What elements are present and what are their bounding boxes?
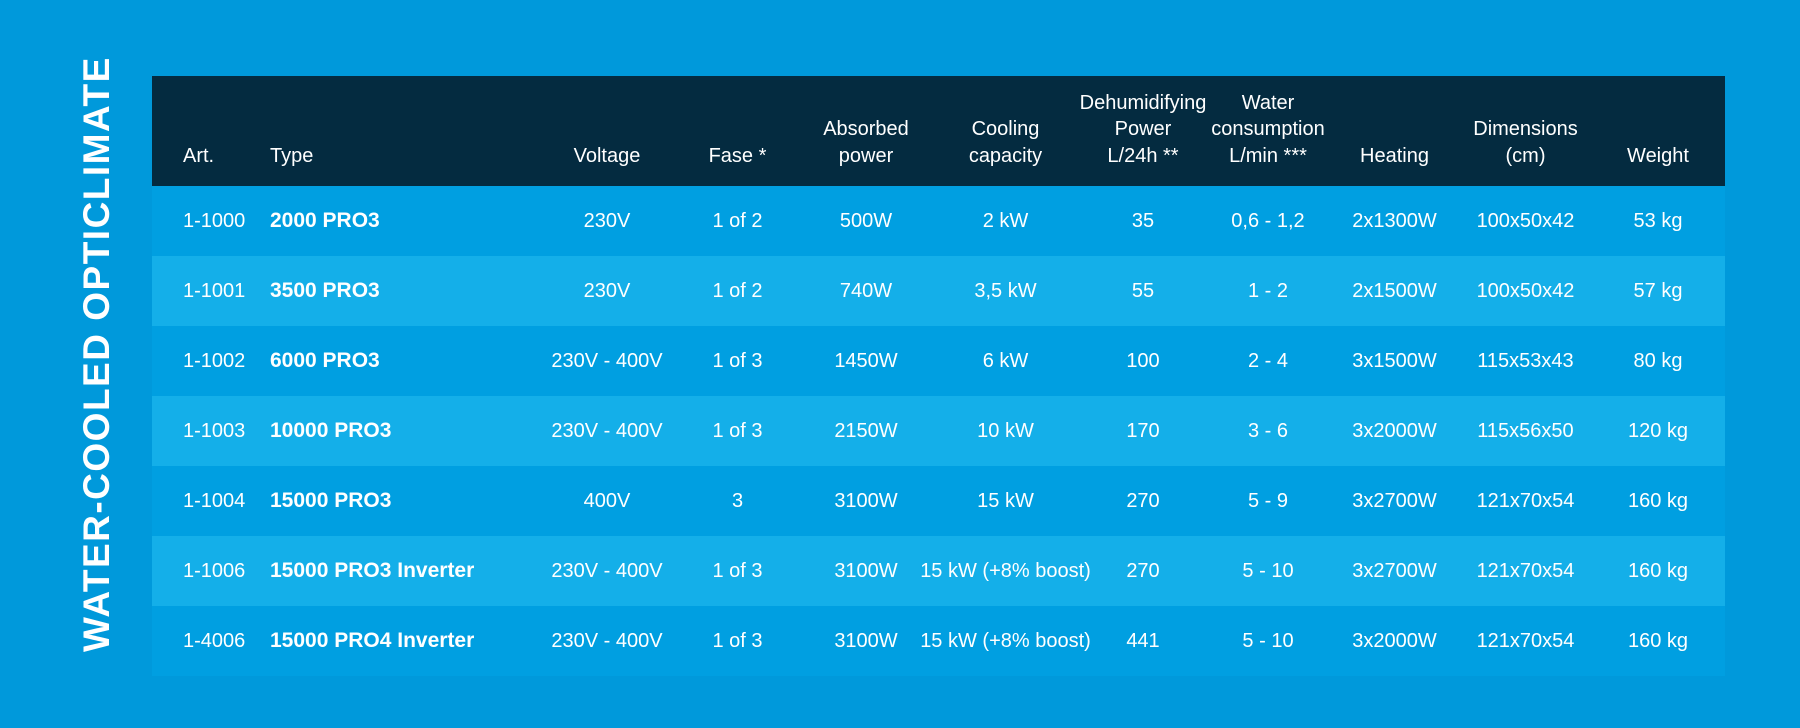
table-row: 1-1000 2000 PRO3 230V 1 of 2 500W 2 kW 3…: [152, 186, 1725, 256]
cell-weight: 160 kg: [1627, 489, 1689, 512]
cell-dehumidifying-power: 270: [1126, 559, 1160, 582]
cell-dimensions: 121x70x54: [1476, 629, 1575, 652]
cell-heating: 2x1300W: [1352, 209, 1437, 232]
cell-cooling-capacity: 6 kW: [982, 349, 1029, 372]
cell-weight: 80 kg: [1633, 349, 1683, 372]
cell-heating: 3x2000W: [1352, 629, 1437, 652]
cell-fase: 1 of 3: [712, 419, 763, 442]
cell-dehumidifying-power: 441: [1126, 629, 1160, 652]
cell-weight: 53 kg: [1633, 209, 1683, 232]
cell-type: 15000 PRO3: [270, 489, 392, 512]
column-header-voltage: Voltage: [573, 144, 641, 167]
cell-weight: 57 kg: [1633, 279, 1683, 302]
cell-heating: 3x2000W: [1352, 419, 1437, 442]
cell-fase: 1 of 3: [712, 349, 763, 372]
cell-heating: 3x1500W: [1352, 349, 1437, 372]
cell-cooling-capacity: 15 kW (+8% boost): [920, 629, 1091, 652]
table-row: 1-1006 15000 PRO3 Inverter 230V - 400V 1…: [152, 536, 1725, 606]
cell-water-consumption: 5 - 10: [1242, 559, 1294, 582]
cell-dimensions: 100x50x42: [1476, 209, 1575, 232]
cell-fase: 1 of 2: [712, 279, 763, 302]
cell-water-consumption: 0,6 - 1,2: [1231, 209, 1305, 232]
cell-art: 1-1000: [183, 209, 246, 232]
cell-voltage: 230V - 400V: [551, 629, 663, 652]
column-header-heating: Heating: [1360, 144, 1429, 167]
cell-type: 10000 PRO3: [270, 419, 392, 442]
cell-dehumidifying-power: 170: [1126, 419, 1160, 442]
cell-dimensions: 115x56x50: [1477, 419, 1574, 442]
column-header-dimensions: Dimensions (cm): [1473, 118, 1578, 167]
cell-absorbed-power: 3100W: [834, 559, 898, 582]
table-row: 1-1003 10000 PRO3 230V - 400V 1 of 3 215…: [152, 396, 1725, 466]
cell-absorbed-power: 2150W: [834, 419, 898, 442]
cell-dehumidifying-power: 35: [1131, 209, 1155, 232]
cell-voltage: 230V - 400V: [551, 559, 663, 582]
cell-dimensions: 100x50x42: [1476, 279, 1575, 302]
cell-water-consumption: 3 - 6: [1247, 419, 1289, 442]
cell-absorbed-power: 3100W: [834, 629, 898, 652]
cell-art: 1-1001: [183, 279, 246, 302]
cell-type: 15000 PRO4 Inverter: [270, 629, 475, 652]
cell-voltage: 230V: [583, 279, 631, 302]
cell-art: 1-4006: [183, 629, 246, 652]
table-row: 1-1004 15000 PRO3 400V 3 3100W 15 kW 270…: [152, 466, 1725, 536]
page-title: WATER-COOLED OPTICLIMATE: [76, 56, 117, 652]
column-header-water-consumption: Water consumption L/min ***: [1211, 91, 1325, 167]
cell-dimensions: 115x53x43: [1477, 349, 1574, 372]
table-header-row: Art. Type Voltage Fase * Absorbed power …: [152, 76, 1725, 186]
cell-fase: 1 of 3: [712, 559, 763, 582]
cell-cooling-capacity: 15 kW (+8% boost): [920, 559, 1091, 582]
cell-voltage: 400V: [583, 489, 631, 512]
cell-water-consumption: 5 - 10: [1242, 629, 1294, 652]
cell-type: 2000 PRO3: [270, 209, 380, 232]
cell-water-consumption: 1 - 2: [1247, 279, 1289, 302]
cell-type: 6000 PRO3: [270, 349, 380, 372]
cell-water-consumption: 5 - 9: [1247, 489, 1289, 512]
cell-art: 1-1004: [183, 489, 246, 512]
cell-fase: 1 of 2: [712, 209, 763, 232]
column-header-weight: Weight: [1627, 144, 1689, 167]
cell-dehumidifying-power: 270: [1126, 489, 1160, 512]
cell-dimensions: 121x70x54: [1476, 559, 1575, 582]
cell-absorbed-power: 740W: [839, 279, 893, 302]
table-row: 1-1002 6000 PRO3 230V - 400V 1 of 3 1450…: [152, 326, 1725, 396]
column-header-cooling-capacity: Cooling capacity: [968, 118, 1043, 167]
cell-type: 3500 PRO3: [270, 279, 380, 302]
cell-dimensions: 121x70x54: [1476, 489, 1575, 512]
cell-fase: 1 of 3: [712, 629, 763, 652]
cell-heating: 3x2700W: [1352, 559, 1437, 582]
cell-cooling-capacity: 2 kW: [982, 209, 1029, 232]
table-row: 1-1001 3500 PRO3 230V 1 of 2 740W 3,5 kW…: [152, 256, 1725, 326]
column-header-type: Type: [270, 144, 314, 167]
cell-absorbed-power: 3100W: [834, 489, 898, 512]
cell-absorbed-power: 500W: [839, 209, 893, 232]
column-header-absorbed-power: Absorbed power: [823, 118, 909, 167]
cell-absorbed-power: 1450W: [834, 349, 898, 372]
cell-weight: 120 kg: [1627, 419, 1689, 442]
cell-heating: 2x1500W: [1352, 279, 1437, 302]
cell-fase: 3: [731, 489, 744, 512]
cell-cooling-capacity: 10 kW: [977, 419, 1034, 442]
cell-cooling-capacity: 15 kW: [977, 489, 1034, 512]
column-header-dehumidifying-power: Dehumidifying Power L/24h **: [1079, 91, 1207, 167]
cell-weight: 160 kg: [1627, 559, 1689, 582]
cell-dehumidifying-power: 55: [1131, 279, 1155, 302]
cell-art: 1-1006: [183, 559, 246, 582]
cell-type: 15000 PRO3 Inverter: [270, 559, 475, 582]
cell-dehumidifying-power: 100: [1126, 349, 1160, 372]
cell-weight: 160 kg: [1627, 629, 1689, 652]
cell-art: 1-1002: [183, 349, 246, 372]
table-row: 1-4006 15000 PRO4 Inverter 230V - 400V 1…: [152, 606, 1725, 676]
cell-heating: 3x2700W: [1352, 489, 1437, 512]
spec-table: Art. Type Voltage Fase * Absorbed power …: [152, 76, 1725, 676]
column-header-art: Art.: [183, 144, 215, 167]
cell-cooling-capacity: 3,5 kW: [974, 279, 1037, 302]
cell-art: 1-1003: [183, 419, 246, 442]
cell-voltage: 230V: [583, 209, 631, 232]
cell-voltage: 230V - 400V: [551, 349, 663, 372]
cell-water-consumption: 2 - 4: [1247, 349, 1289, 372]
column-header-fase: Fase *: [708, 144, 767, 167]
cell-voltage: 230V - 400V: [551, 419, 663, 442]
